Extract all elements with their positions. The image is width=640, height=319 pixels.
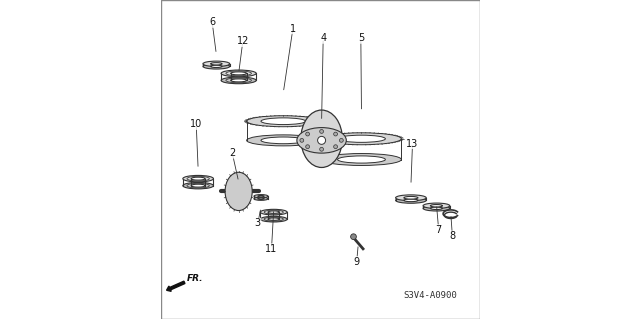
Ellipse shape: [225, 172, 252, 211]
Text: 10: 10: [190, 119, 202, 130]
Text: 2: 2: [229, 148, 236, 158]
Ellipse shape: [246, 135, 320, 146]
Ellipse shape: [187, 176, 209, 181]
Ellipse shape: [254, 197, 268, 200]
Ellipse shape: [230, 72, 246, 75]
Circle shape: [320, 130, 323, 133]
Ellipse shape: [396, 195, 426, 201]
Text: 3: 3: [255, 218, 261, 228]
Ellipse shape: [264, 217, 284, 221]
Ellipse shape: [261, 137, 306, 144]
Ellipse shape: [264, 210, 284, 214]
Ellipse shape: [230, 79, 246, 82]
Ellipse shape: [258, 198, 264, 199]
Text: FR.: FR.: [187, 274, 203, 283]
Ellipse shape: [260, 216, 287, 222]
Ellipse shape: [203, 61, 230, 66]
Ellipse shape: [337, 156, 385, 163]
Circle shape: [333, 145, 337, 149]
Ellipse shape: [191, 177, 205, 180]
Circle shape: [300, 138, 304, 142]
Ellipse shape: [211, 65, 222, 68]
Ellipse shape: [183, 182, 214, 189]
Ellipse shape: [268, 218, 280, 220]
Text: 12: 12: [237, 36, 249, 47]
Text: 9: 9: [354, 256, 360, 267]
Ellipse shape: [258, 196, 264, 197]
Text: 1: 1: [290, 24, 296, 34]
Circle shape: [333, 132, 337, 136]
Circle shape: [351, 234, 356, 240]
Text: S3V4-A0900: S3V4-A0900: [403, 291, 457, 300]
Ellipse shape: [268, 211, 280, 213]
Ellipse shape: [321, 133, 401, 145]
Ellipse shape: [423, 203, 450, 208]
Ellipse shape: [183, 175, 214, 182]
Ellipse shape: [423, 206, 450, 211]
Text: 7: 7: [436, 225, 442, 235]
Ellipse shape: [396, 197, 426, 203]
Ellipse shape: [260, 209, 287, 215]
Text: 11: 11: [266, 244, 278, 254]
Ellipse shape: [404, 199, 418, 202]
Circle shape: [306, 132, 310, 136]
Text: 4: 4: [320, 33, 326, 43]
Ellipse shape: [221, 70, 256, 77]
Circle shape: [339, 138, 343, 142]
Ellipse shape: [203, 64, 230, 69]
Text: 5: 5: [358, 33, 364, 43]
Circle shape: [306, 145, 310, 149]
Ellipse shape: [261, 118, 306, 125]
Ellipse shape: [191, 184, 205, 187]
FancyArrow shape: [166, 281, 185, 291]
Ellipse shape: [317, 137, 326, 144]
Ellipse shape: [211, 63, 222, 65]
Ellipse shape: [430, 207, 442, 210]
Ellipse shape: [246, 116, 320, 127]
Ellipse shape: [221, 77, 256, 84]
Ellipse shape: [297, 128, 346, 153]
Ellipse shape: [301, 110, 342, 167]
Ellipse shape: [254, 195, 268, 198]
Ellipse shape: [430, 204, 442, 207]
Circle shape: [320, 147, 323, 151]
Text: 6: 6: [209, 17, 215, 27]
Ellipse shape: [226, 71, 252, 76]
Ellipse shape: [321, 153, 401, 166]
Ellipse shape: [187, 183, 209, 188]
Ellipse shape: [404, 197, 418, 199]
Text: 13: 13: [406, 138, 419, 149]
Ellipse shape: [226, 78, 252, 83]
Ellipse shape: [337, 135, 385, 142]
Text: 8: 8: [449, 231, 456, 241]
